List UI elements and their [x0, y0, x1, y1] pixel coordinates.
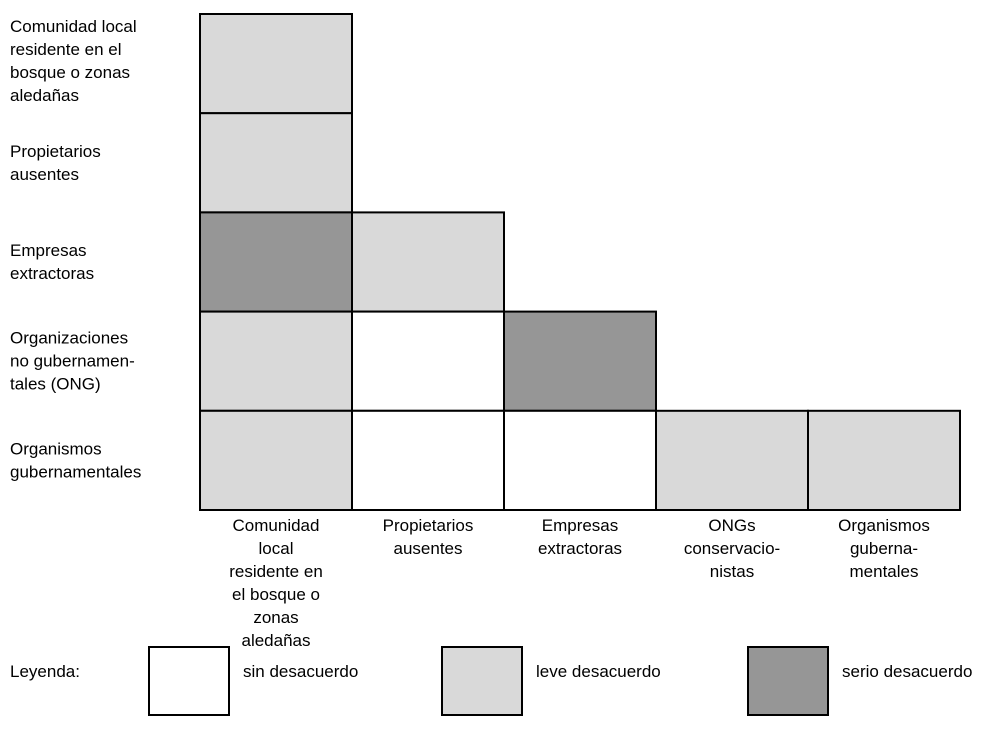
column-label-5: Organismos guberna-mentales: [838, 516, 930, 581]
matrix-cell-r3-c2-leve: [351, 211, 505, 313]
column-label-1: Comunidad local residente en el bosque o zon…: [229, 516, 323, 650]
legend-label-leve: leve desacuerdo: [536, 662, 661, 681]
legend-swatch-sin: [148, 646, 230, 716]
matrix-cell-r5-c4-leve: [655, 409, 809, 511]
matrix-cell-r4-c3-serio: [503, 310, 657, 412]
row-label-3: Empresas extractoras: [10, 241, 94, 283]
column-label-4: ONGs conservacio-nistas: [684, 516, 780, 581]
matrix-cell-r5-c1-leve: [199, 409, 353, 511]
matrix-cell-r2-c1-leve: [199, 112, 353, 214]
matrix-cell-r5-c2-sin: [351, 409, 505, 511]
legend-swatch-leve: [441, 646, 523, 716]
row-label-2: Propietarios ausentes: [10, 142, 101, 184]
column-label-3: Empresas extractoras: [538, 516, 622, 558]
legend-swatch-serio: [747, 646, 829, 716]
row-label-5: Organismos gubernamentales: [10, 439, 141, 481]
legend-label-serio: serio desacuerdo: [842, 662, 972, 681]
matrix-cell-r1-c1-leve: [199, 13, 353, 115]
row-label-1: Comunidad local residente en el bosque o z…: [10, 17, 137, 105]
legend-title: Leyenda:: [10, 662, 80, 681]
matrix-cell-r3-c1-serio: [199, 211, 353, 313]
matrix-cell-r5-c3-sin: [503, 409, 657, 511]
column-label-2: Propietarios ausentes: [383, 516, 474, 558]
matrix-cell-r5-c5-leve: [807, 409, 961, 511]
row-label-4: Organizaciones no gubernamen-tales (ONG): [10, 329, 135, 394]
matrix-cell-r4-c2-sin: [351, 310, 505, 412]
matrix-cell-r4-c1-leve: [199, 310, 353, 412]
legend-label-sin: sin desacuerdo: [243, 662, 358, 681]
